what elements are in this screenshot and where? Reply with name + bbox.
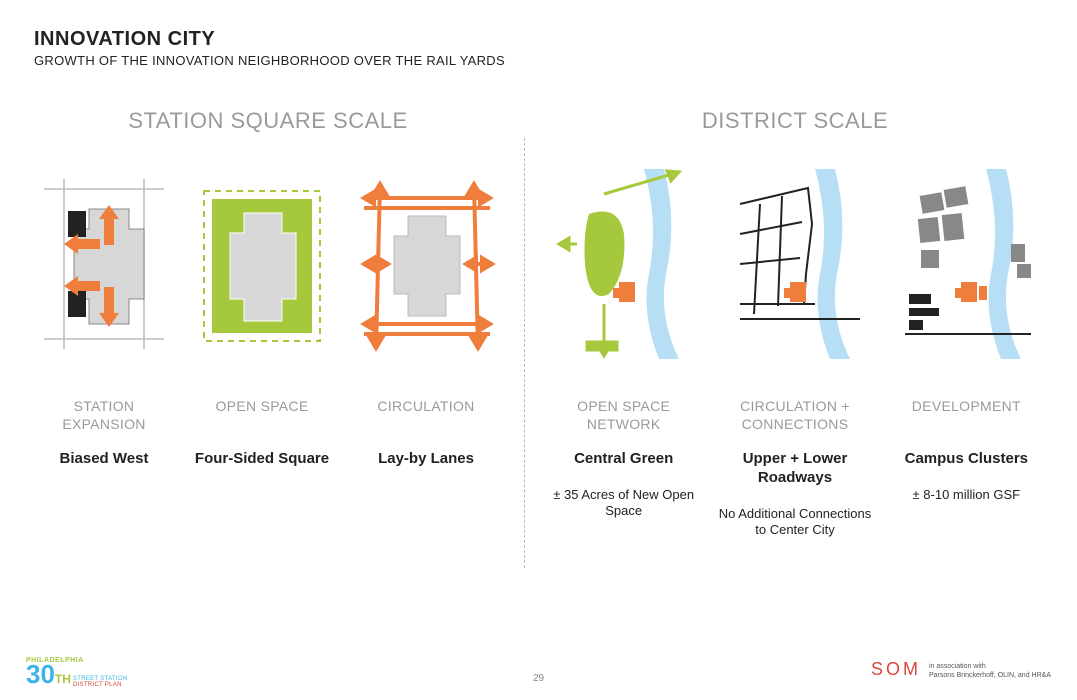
circulation-svg xyxy=(346,164,506,364)
logo-30: 30TH xyxy=(26,664,71,685)
col-development: DEVELOPMENT Campus Clusters ± 8-10 milli… xyxy=(886,154,1047,538)
page-title: INNOVATION CITY xyxy=(34,28,1043,51)
diagram-district-open-space xyxy=(543,154,704,374)
open-space-svg xyxy=(192,169,332,359)
som-logo: SOM xyxy=(871,659,921,680)
footer-credits: SOM in association with Parsons Brincker… xyxy=(871,659,1051,680)
category-label: OPEN SPACE NETWORK xyxy=(543,398,704,438)
option-stat: ± 8-10 million GSF xyxy=(886,487,1047,503)
option-name: Lay-by Lanes xyxy=(346,450,506,469)
district-circ-svg xyxy=(720,164,870,364)
page-subtitle: GROWTH OF THE INNOVATION NEIGHBORHOOD OV… xyxy=(34,53,1043,68)
option-stat: No Additional Connections to Center City xyxy=(714,506,875,539)
category-label: CIRCULATION xyxy=(346,398,506,438)
footer-logo-30th: PHILADELPHIA 30TH STREET STATION DISTRIC… xyxy=(26,657,127,688)
category-label: STATION EXPANSION xyxy=(30,398,178,438)
district-openspace-svg xyxy=(549,164,699,364)
section-divider xyxy=(524,138,525,568)
col-open-space-network: OPEN SPACE NETWORK Central Green ± 35 Ac… xyxy=(543,154,704,538)
option-name: Four-Sided Square xyxy=(188,450,336,469)
col-circulation: CIRCULATION Lay-by Lanes xyxy=(346,154,506,469)
footer: PHILADELPHIA 30TH STREET STATION DISTRIC… xyxy=(0,638,1077,692)
col-circulation-connections: CIRCULATION + CONNECTIONS Upper + Lower … xyxy=(714,154,875,538)
district-dev-svg xyxy=(891,164,1041,364)
diagram-district-development xyxy=(886,154,1047,374)
logo-30-th: TH xyxy=(55,672,71,686)
option-name: Campus Clusters xyxy=(886,450,1047,469)
logo-30-num: 30 xyxy=(26,659,55,689)
credit-bottom: Parsons Brinckerhoff, OLIN, and HR&A xyxy=(929,672,1051,680)
credit-text: in association with Parsons Brinckerhoff… xyxy=(929,663,1051,680)
option-stat: ± 35 Acres of New Open Space xyxy=(543,487,704,520)
category-label: CIRCULATION + CONNECTIONS xyxy=(714,398,875,438)
diagram-station-expansion xyxy=(30,154,178,374)
diagram-district-circulation xyxy=(714,154,875,374)
page-number: 29 xyxy=(533,673,544,684)
left-columns: STATION EXPANSION Biased West OPEN SPACE xyxy=(30,154,506,469)
right-columns: OPEN SPACE NETWORK Central Green ± 35 Ac… xyxy=(543,154,1047,538)
diagram-open-space xyxy=(188,154,336,374)
header: INNOVATION CITY GROWTH OF THE INNOVATION… xyxy=(0,0,1077,68)
station-expansion-svg xyxy=(34,169,174,359)
col-open-space: OPEN SPACE Four-Sided Square xyxy=(188,154,336,469)
station-square-section: STATION SQUARE SCALE xyxy=(20,108,516,568)
option-name: Central Green xyxy=(543,450,704,469)
diagram-circulation xyxy=(346,154,506,374)
logo-subtext: STREET STATION DISTRICT PLAN xyxy=(73,664,128,688)
credit-top: in association with xyxy=(929,663,1051,671)
option-name: Upper + Lower Roadways xyxy=(714,450,875,488)
category-label: OPEN SPACE xyxy=(188,398,336,438)
col-station-expansion: STATION EXPANSION Biased West xyxy=(30,154,178,469)
logo-sub2: DISTRICT PLAN xyxy=(73,682,128,688)
district-scale-section: DISTRICT SCALE xyxy=(533,108,1057,568)
option-name: Biased West xyxy=(30,450,178,469)
section-title-left: STATION SQUARE SCALE xyxy=(30,108,506,134)
category-label: DEVELOPMENT xyxy=(886,398,1047,438)
content: STATION SQUARE SCALE xyxy=(0,68,1077,568)
section-title-right: DISTRICT SCALE xyxy=(543,108,1047,134)
